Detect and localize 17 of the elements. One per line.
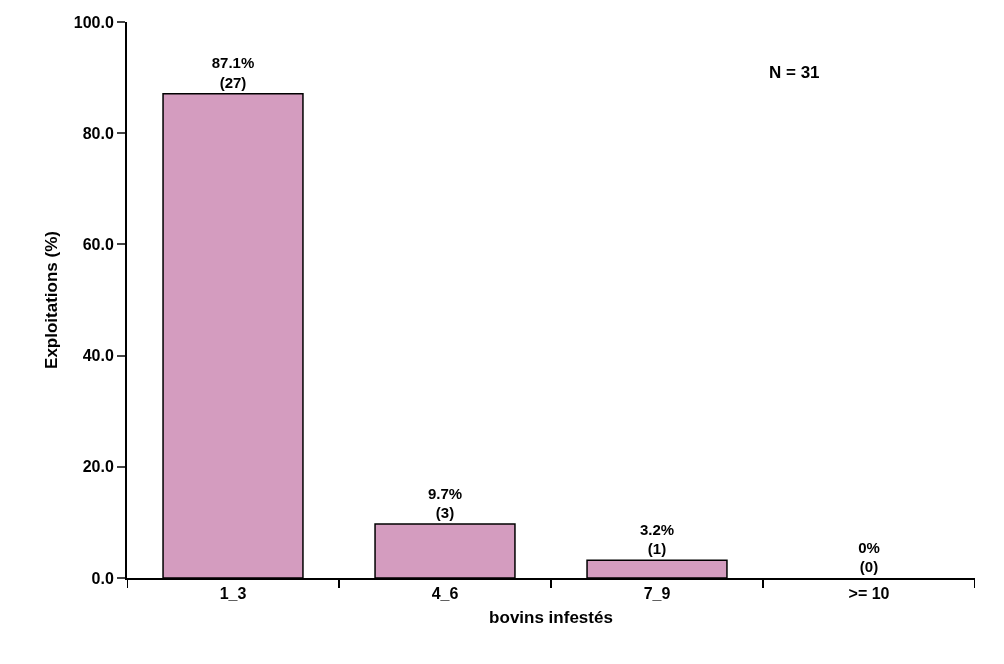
data-label: 0% (0) [858, 538, 880, 575]
x-tick-label: >= 10 [848, 585, 890, 603]
x-axis-title: bovins infestés [489, 608, 613, 628]
x-tick-label: 4_6 [431, 585, 459, 603]
y-tick-label: 60.0 [82, 236, 114, 253]
x-tick-label: 7_9 [643, 585, 671, 603]
data-label: 9.7% (3) [427, 484, 463, 522]
y-tick-label: 20.0 [82, 458, 114, 476]
annotation: N = 31 [769, 63, 820, 82]
y-tick-label: 80.0 [82, 124, 114, 142]
data-label: 87.1% (27) [211, 54, 255, 91]
y-axis-title: Exploitations (%) [41, 231, 61, 369]
y-tick-label: 40.0 [82, 347, 114, 365]
data-label: 3.2% (1) [639, 520, 675, 558]
x-tick-label: 1_3 [219, 585, 247, 603]
y-tick-label: 100.0 [73, 13, 114, 31]
y-tick-label: 0.0 [91, 569, 114, 587]
